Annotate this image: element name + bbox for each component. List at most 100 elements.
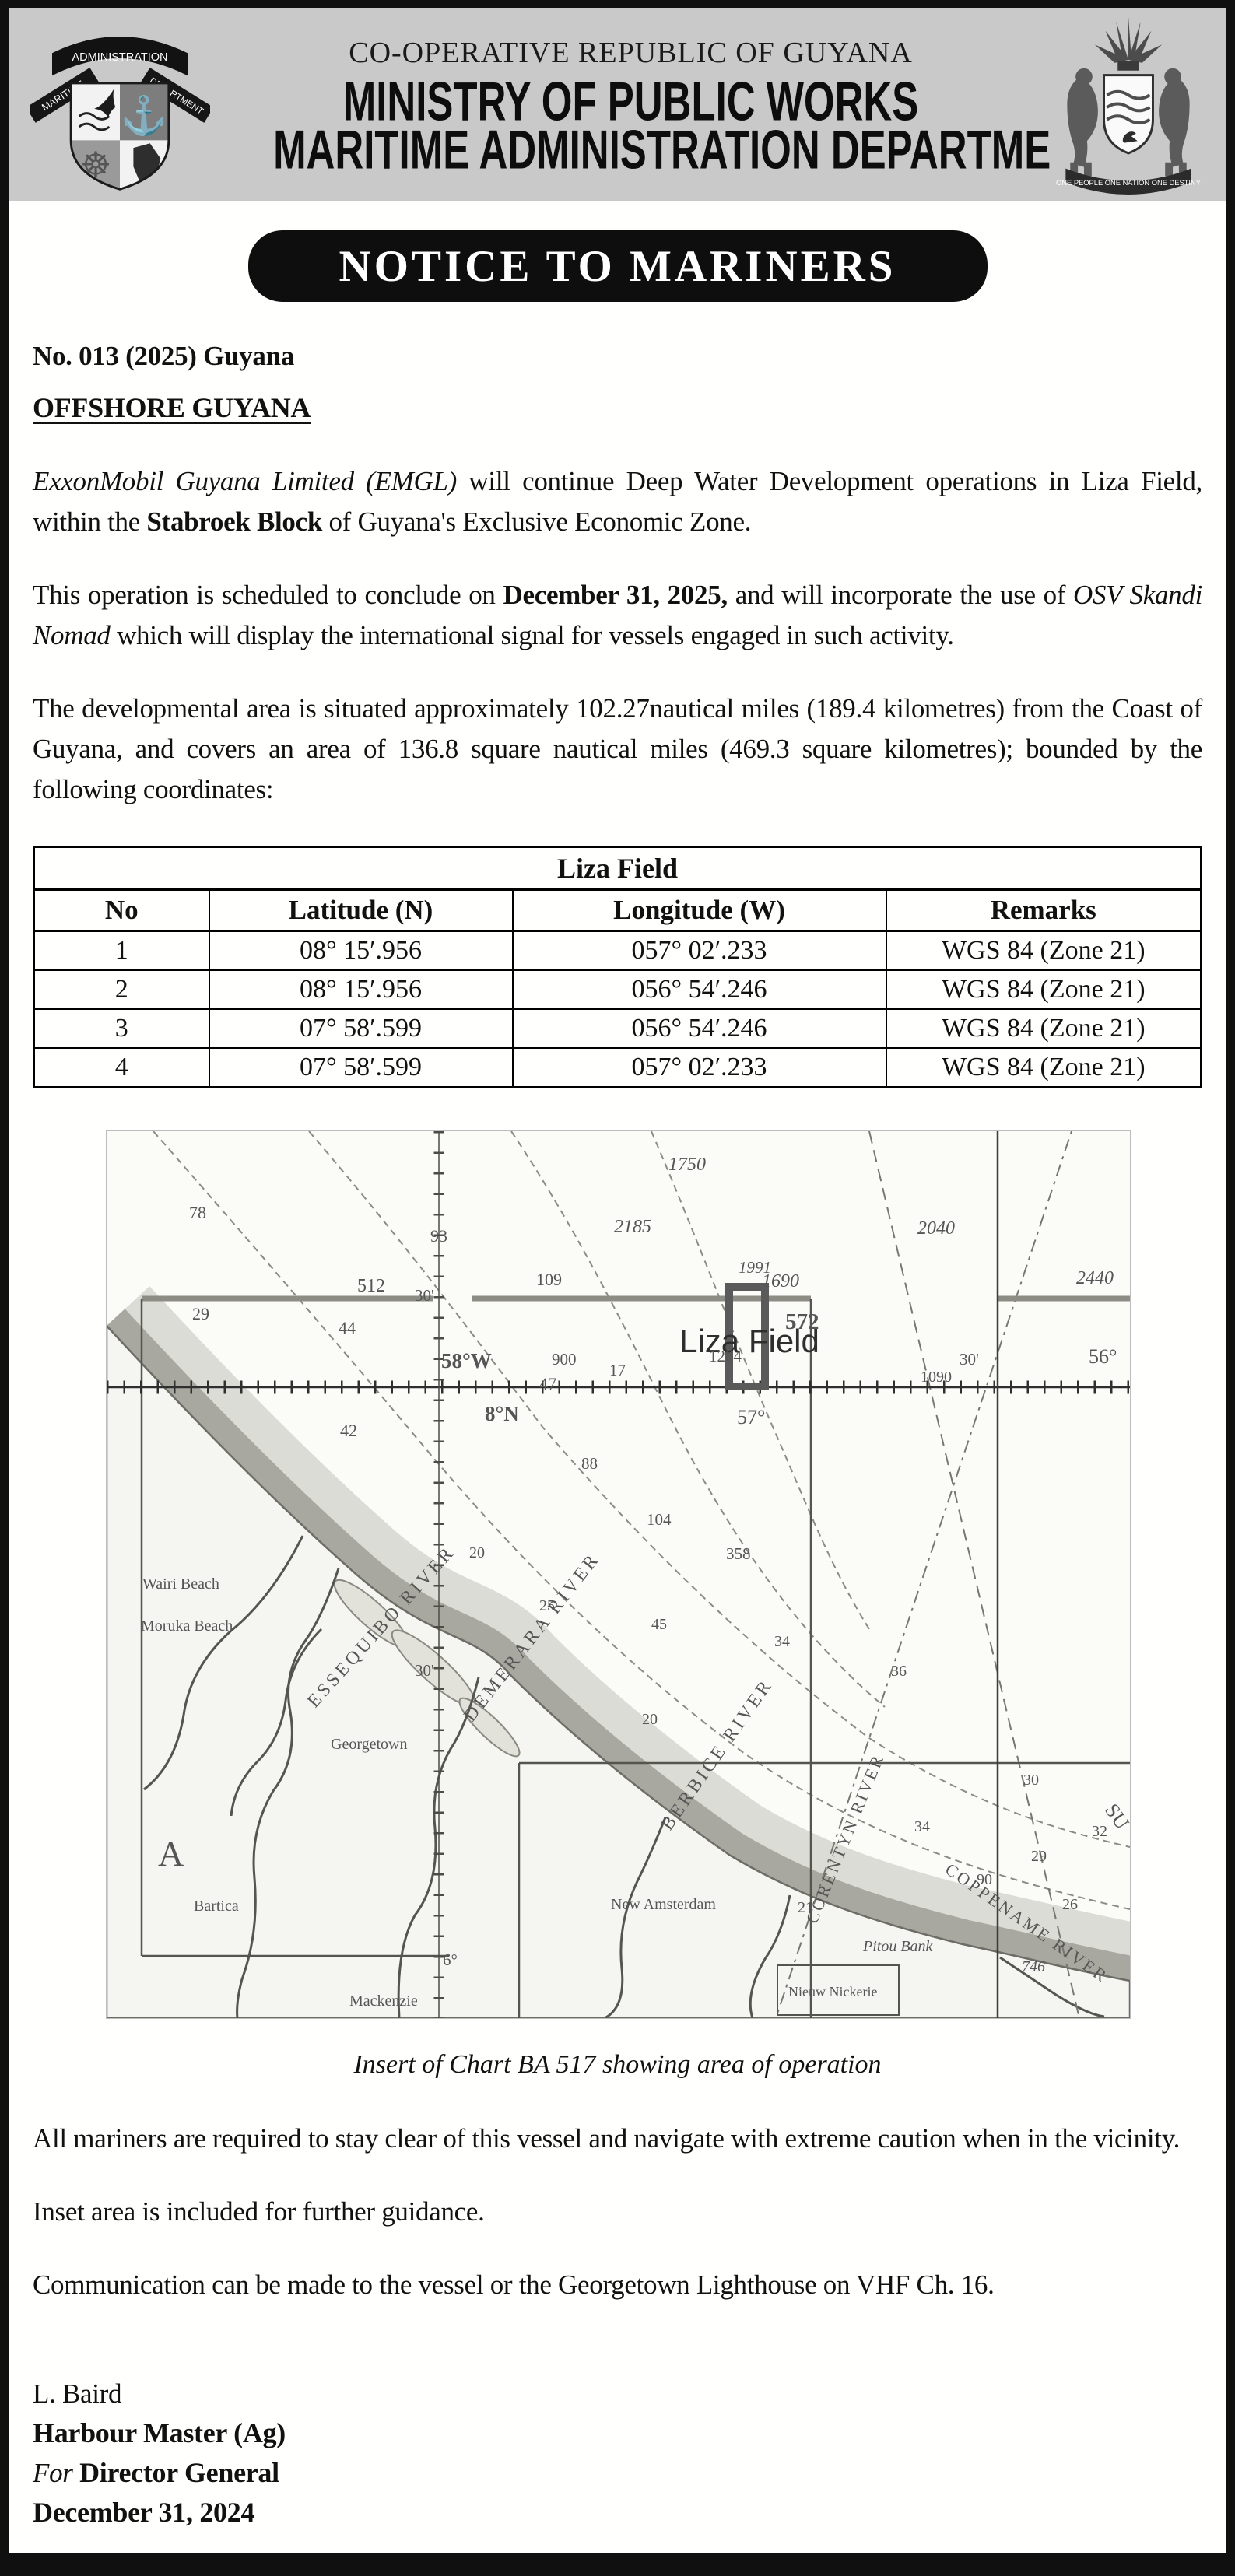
map-label: 900 — [552, 1350, 577, 1369]
shield-waves-icon — [1106, 89, 1151, 125]
map-label: 42 — [340, 1421, 357, 1440]
map-label: 58°W — [441, 1349, 492, 1372]
notice-banner-label: NOTICE TO MARINERS — [339, 241, 896, 291]
table-cell: 056° 54′.246 — [511, 969, 887, 1010]
motto-ribbon — [1065, 168, 1191, 195]
map-label: 17 — [609, 1361, 626, 1379]
maritime-administration-crest-icon: ADMINISTRATION MARITIME DEPARTMENT ⚓ ☸ — [30, 37, 210, 191]
col-header-latitude: Latitude (N) — [208, 888, 514, 932]
paragraph-caution: All mariners are required to stay clear … — [33, 2123, 1181, 2154]
paragraph-operations: ExxonMobil Guyana Limited (EMGL) will co… — [33, 466, 1202, 537]
map-label: 2440 — [1076, 1268, 1114, 1288]
region-heading: OFFSHORE GUYANA — [33, 392, 311, 423]
department-title: MARITIME ADMINISTRATION DEPARTMENT — [273, 118, 1051, 175]
signatory-name: L. Baird — [33, 2378, 122, 2409]
waves-icon — [78, 112, 111, 131]
liza-field-box — [725, 1283, 769, 1390]
map-label: 2040 — [917, 1218, 955, 1239]
map-label: 88 — [581, 1454, 598, 1473]
table-cell: 057° 02′.233 — [511, 1047, 887, 1088]
masthead: ADMINISTRATION MARITIME DEPARTMENT ⚓ ☸ — [9, 8, 1226, 201]
table-cell: WGS 84 (Zone 21) — [885, 1008, 1202, 1049]
map-label: 78 — [189, 1203, 206, 1222]
stabroek-block: Stabroek Block — [146, 506, 323, 537]
swordfish-icon — [94, 89, 116, 118]
map-label: 32 — [1092, 1823, 1107, 1840]
notice-date: December 31, 2024 — [33, 2497, 255, 2528]
motto-label: ONE PEOPLE ONE NATION ONE DESTINY — [1056, 179, 1202, 187]
chart-caption: Insert of Chart BA 517 showing area of o… — [353, 2050, 882, 2079]
map-label: 30' — [415, 1286, 434, 1305]
paragraph-area: The developmental area is situated appro… — [33, 693, 1202, 804]
table-row: 1 08° 15′.956 057° 02′.233 WGS 84 (Zone 21) — [33, 930, 1202, 971]
map-label: 746 — [1022, 1958, 1045, 1975]
signatory-for-line: For Director General — [33, 2457, 279, 2488]
map-label: 25 — [539, 1597, 555, 1614]
map-label: 109 — [536, 1270, 562, 1289]
guyana-coat-of-arms-icon: ONE PEOPLE ONE NATION ONE DESTINY — [1056, 16, 1202, 195]
coordinates-table: Liza Field No Latitude (N) Longitude (W)… — [33, 846, 1202, 1088]
signatory-title: Harbour Master (Ag) — [33, 2417, 286, 2448]
map-label: 34 — [914, 1818, 930, 1835]
liza-field-label: Liza Field — [679, 1323, 819, 1359]
country-line: CO-OPERATIVE REPUBLIC OF GUYANA — [349, 36, 913, 69]
table-row: 3 07° 58′.599 056° 54′.246 WGS 84 (Zone 21) — [33, 1008, 1202, 1049]
map-label: Nieuw Nickerie — [788, 1984, 877, 1999]
table-title: Liza Field — [33, 846, 1202, 891]
jaguar-right-icon — [1159, 68, 1190, 177]
crest-ribbon-top — [52, 37, 188, 76]
table-cell: WGS 84 (Zone 21) — [885, 969, 1202, 1010]
canje-pheasant-icon — [1122, 131, 1138, 143]
chart-inset-figure: Liza Field 58°W 8°N 57° 56° 30' 30' 30' 6° 512 57… — [106, 1130, 1131, 2080]
conclusion-date: December 31, 2025, — [503, 580, 728, 610]
map-label: 30' — [960, 1350, 979, 1369]
map-label: 1090 — [921, 1369, 952, 1386]
table-cell: 1 — [33, 930, 210, 971]
map-label: 26 — [1062, 1896, 1078, 1913]
map-label: 358 — [726, 1544, 751, 1563]
table-cell: 3 — [33, 1008, 210, 1049]
map-label: 57° — [737, 1406, 765, 1428]
table-header-row: No Latitude (N) Longitude (W) Remarks — [33, 888, 1202, 932]
arms-shield — [1103, 74, 1154, 155]
masthead-titles: CO-OPERATIVE REPUBLIC OF GUYANA MINISTRY… — [210, 34, 1051, 175]
paragraph-communication: Communication can be made to the vessel … — [33, 2269, 995, 2300]
map-label: 104 — [647, 1510, 672, 1529]
table-row: 4 07° 58′.599 057° 02′.233 WGS 84 (Zone 21) — [33, 1047, 1202, 1088]
table-cell: 08° 15′.956 — [208, 930, 514, 971]
table-cell: 4 — [33, 1047, 210, 1088]
map-label: 6° — [443, 1950, 458, 1969]
map-label: 90 — [977, 1871, 992, 1888]
vessel-name: OSV Skandi Nomad — [33, 580, 1202, 650]
signature-block: L. Baird Harbour Master (Ag) For Directo… — [33, 2374, 1202, 2532]
ministry-title: MINISTRY OF PUBLIC WORKS — [342, 70, 919, 132]
coastline-shading — [107, 1286, 1130, 2018]
map-label: 93 — [430, 1226, 447, 1246]
helmet-icon — [1117, 61, 1139, 71]
jaguar-left-icon — [1067, 68, 1098, 177]
paragraph-schedule: This operation is scheduled to conclude … — [33, 580, 1202, 650]
map-label: 29 — [1031, 1848, 1047, 1865]
map-label: 8°N — [485, 1402, 519, 1425]
table-row: 2 08° 15′.956 056° 54′.246 WGS 84 (Zone 21) — [33, 969, 1202, 1010]
map-label: Pitou Bank — [862, 1938, 934, 1955]
table-cell: 08° 15′.956 — [208, 969, 514, 1010]
map-label: 45 — [651, 1616, 667, 1633]
table-cell: WGS 84 (Zone 21) — [885, 1047, 1202, 1088]
company-name: ExxonMobil Guyana Limited (EMGL) — [33, 466, 457, 496]
paragraph-inset: Inset area is included for further guida… — [33, 2196, 485, 2227]
table-cell: 07° 58′.599 — [208, 1047, 514, 1088]
col-header-longitude: Longitude (W) — [511, 888, 887, 932]
map-label: Moruka Beach — [141, 1617, 233, 1635]
map-label: 20 — [642, 1711, 658, 1728]
table-cell: 07° 58′.599 — [208, 1008, 514, 1049]
map-label: A — [158, 1834, 184, 1873]
map-label: 512 — [357, 1276, 385, 1296]
table-cell: 2 — [33, 969, 210, 1010]
table-cell: 056° 54′.246 — [511, 1008, 887, 1049]
map-label: 44 — [339, 1318, 356, 1337]
map-label: 1991 — [739, 1258, 771, 1277]
rivers — [143, 1535, 1105, 2018]
survey-boundaries — [140, 1295, 1130, 2018]
map-label: New Amsterdam — [611, 1896, 716, 1913]
